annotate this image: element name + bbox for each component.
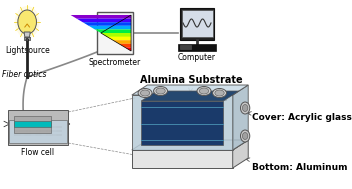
FancyBboxPatch shape — [97, 12, 133, 54]
Ellipse shape — [240, 102, 250, 114]
Text: Lightsource: Lightsource — [5, 46, 50, 55]
Polygon shape — [89, 26, 131, 33]
Ellipse shape — [153, 87, 168, 95]
FancyBboxPatch shape — [14, 121, 51, 127]
Polygon shape — [77, 19, 131, 33]
Polygon shape — [101, 33, 131, 47]
FancyBboxPatch shape — [180, 45, 191, 49]
Text: Flow cell: Flow cell — [21, 148, 55, 157]
Ellipse shape — [243, 132, 248, 139]
Polygon shape — [132, 150, 233, 168]
Text: Fiber optics: Fiber optics — [1, 70, 46, 79]
Polygon shape — [24, 37, 30, 40]
Circle shape — [26, 39, 28, 42]
Polygon shape — [83, 22, 131, 33]
Polygon shape — [233, 140, 248, 168]
Polygon shape — [101, 33, 131, 51]
Polygon shape — [132, 95, 233, 150]
Polygon shape — [101, 33, 131, 37]
FancyBboxPatch shape — [180, 8, 214, 40]
Text: Alumina Substrate: Alumina Substrate — [140, 75, 243, 92]
Text: Spectrometer: Spectrometer — [89, 58, 141, 67]
Polygon shape — [141, 91, 239, 101]
Polygon shape — [132, 85, 248, 95]
FancyBboxPatch shape — [182, 10, 213, 37]
Polygon shape — [95, 29, 131, 33]
Text: Flow channel: Flow channel — [155, 93, 228, 103]
Ellipse shape — [215, 90, 224, 96]
Ellipse shape — [199, 88, 209, 94]
Ellipse shape — [197, 87, 211, 95]
Circle shape — [18, 10, 37, 34]
Text: Computer: Computer — [178, 53, 216, 62]
Ellipse shape — [156, 88, 165, 94]
FancyBboxPatch shape — [8, 110, 68, 145]
Polygon shape — [233, 85, 248, 150]
Ellipse shape — [213, 88, 226, 98]
FancyBboxPatch shape — [178, 44, 216, 51]
Polygon shape — [24, 32, 30, 37]
Ellipse shape — [240, 130, 250, 142]
FancyBboxPatch shape — [14, 116, 51, 133]
Polygon shape — [71, 15, 131, 33]
Circle shape — [15, 6, 39, 38]
Ellipse shape — [140, 90, 150, 96]
Ellipse shape — [138, 88, 152, 98]
Polygon shape — [141, 101, 224, 145]
Polygon shape — [101, 33, 131, 44]
Text: Bottom: Aluminum: Bottom: Aluminum — [246, 158, 348, 171]
Polygon shape — [132, 140, 248, 150]
Ellipse shape — [243, 105, 248, 112]
FancyBboxPatch shape — [9, 120, 67, 143]
Polygon shape — [101, 33, 131, 40]
Text: Cover: Acrylic glass: Cover: Acrylic glass — [247, 112, 352, 122]
